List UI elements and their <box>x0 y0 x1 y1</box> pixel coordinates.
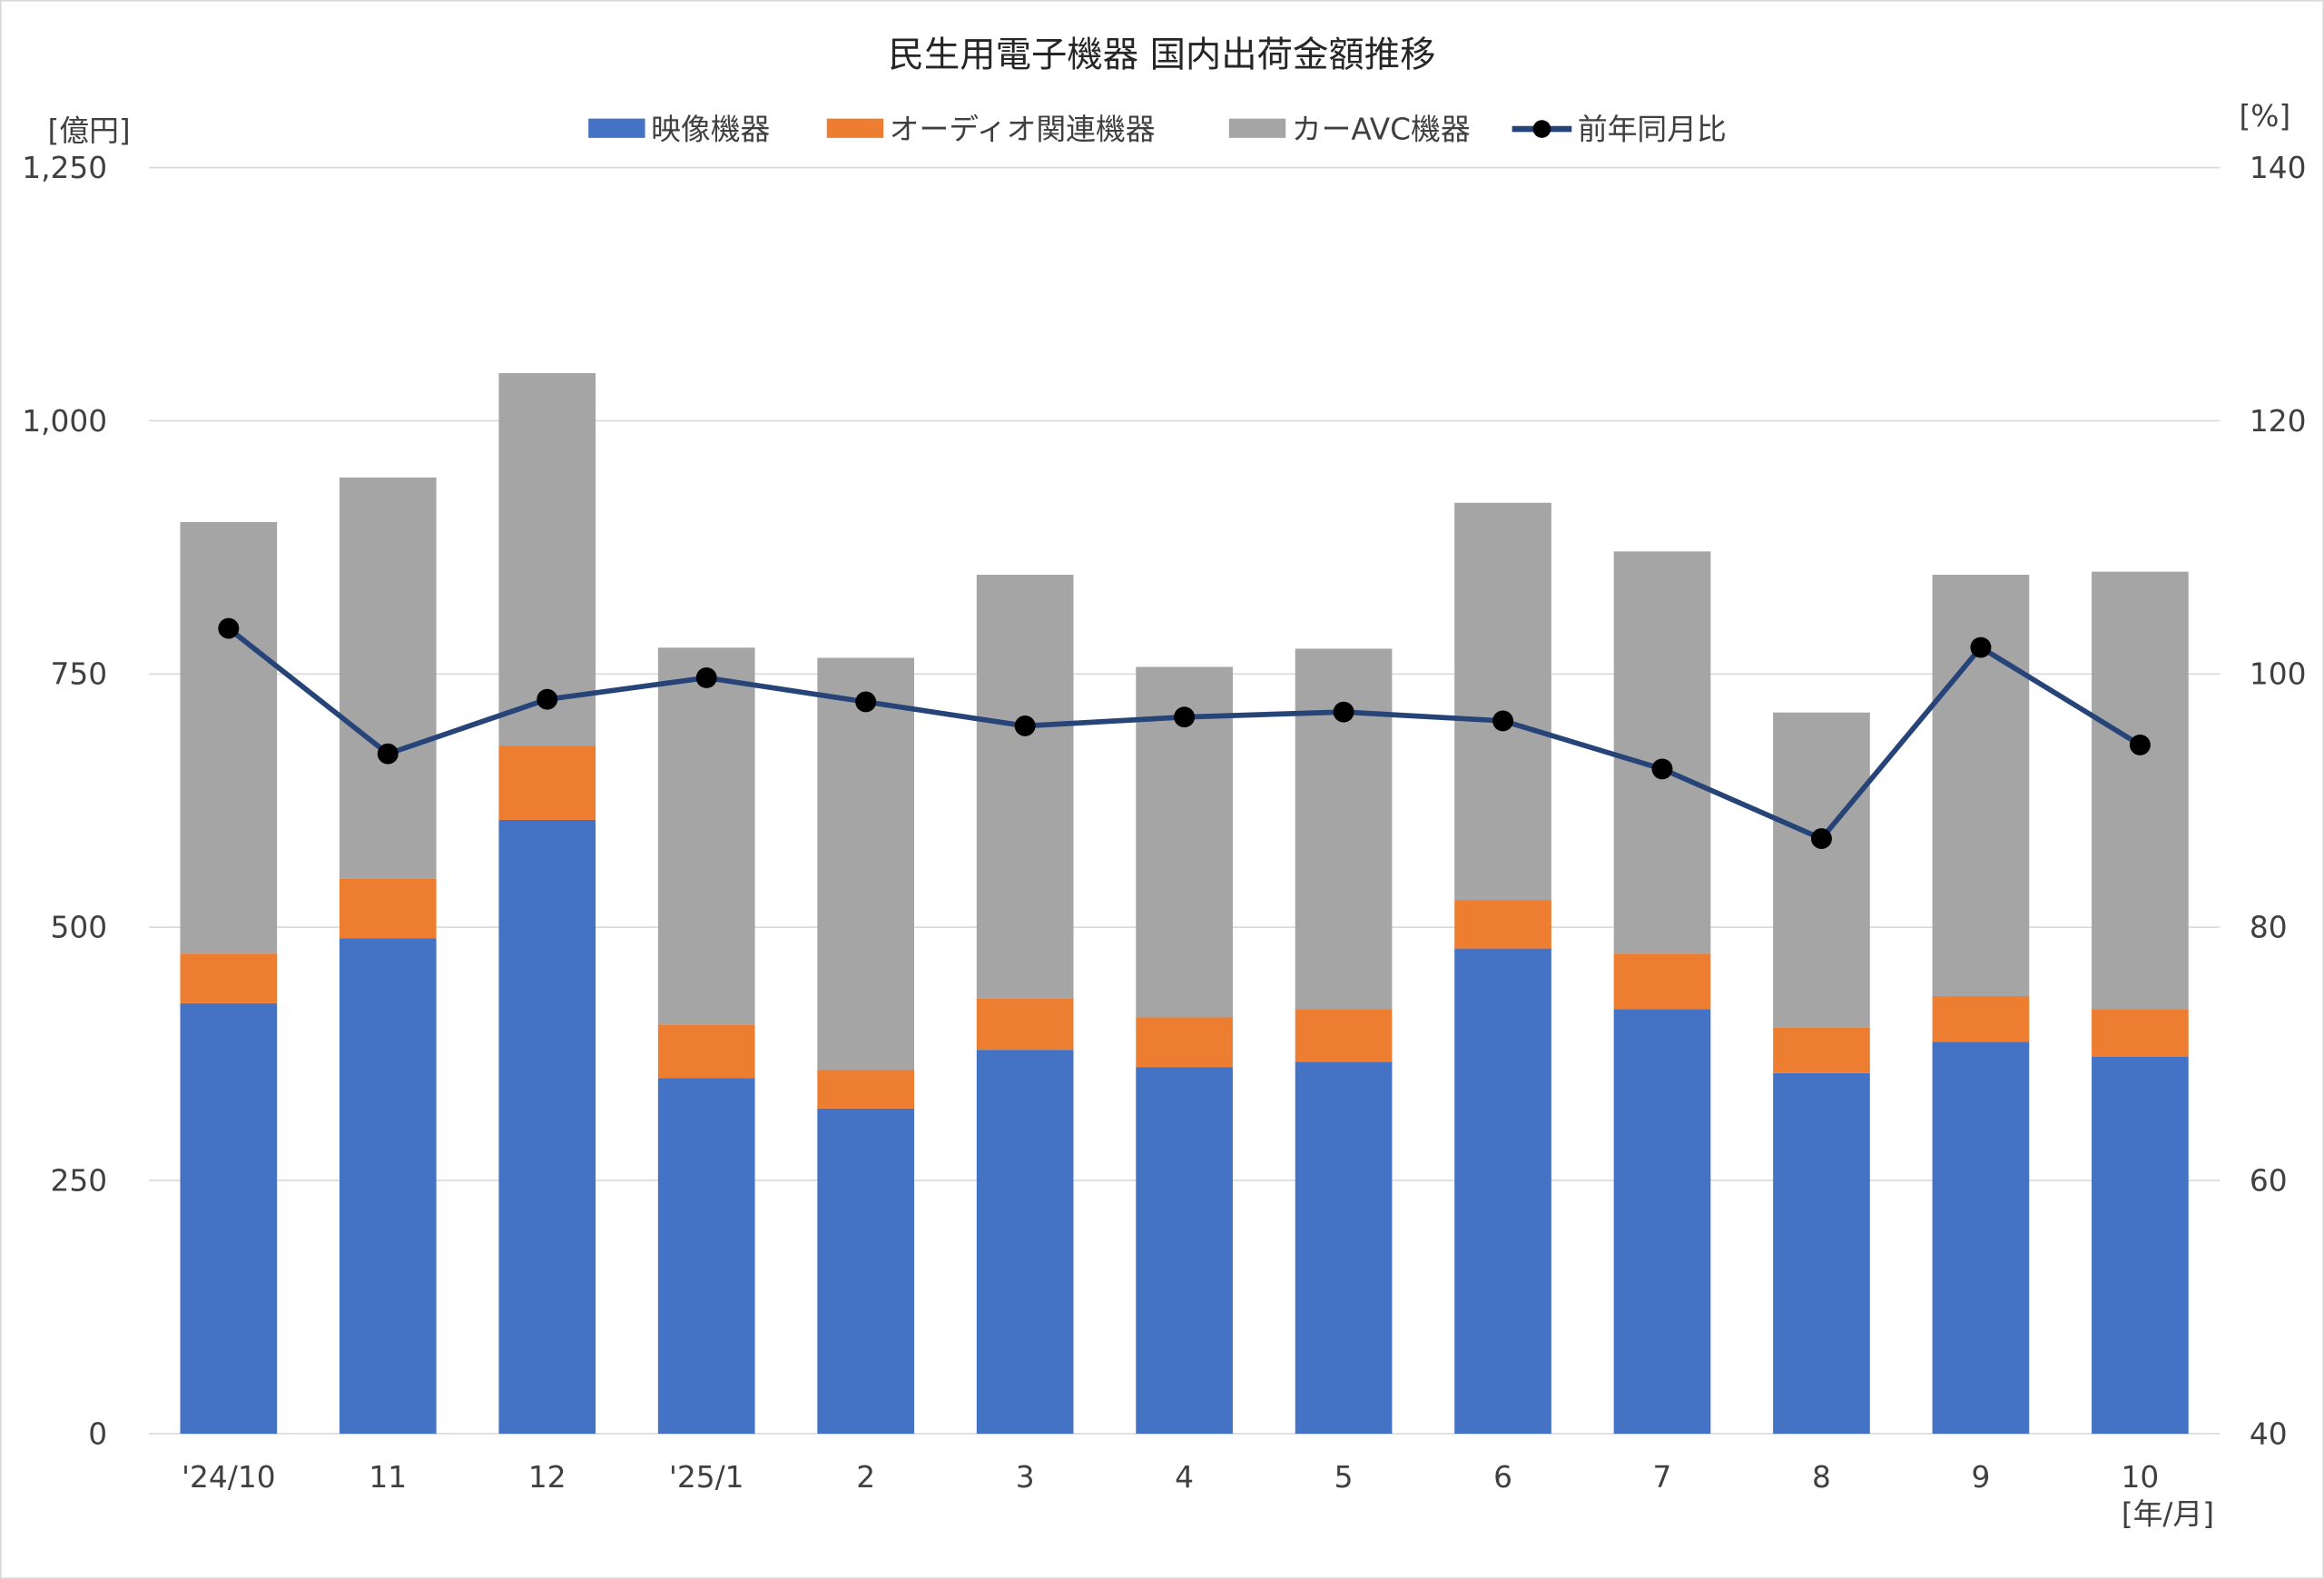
y2-axis-unit: [%] <box>2239 99 2290 133</box>
bar-car-avc <box>1773 712 1870 1028</box>
legend-label: 映像機器 <box>651 113 770 147</box>
x-tick-label: 4 <box>1175 1460 1194 1495</box>
yoy-point <box>855 691 877 713</box>
y2-tick-label: 40 <box>2250 1416 2288 1451</box>
x-tick-label: 5 <box>1334 1460 1354 1495</box>
y-tick-label: 0 <box>88 1416 107 1451</box>
bar-video <box>1295 1061 1393 1434</box>
legend-label: 前年同月比 <box>1578 113 1727 147</box>
y-tick-label: 1,250 <box>22 151 107 185</box>
y-tick-label: 500 <box>51 911 108 945</box>
y-axis-unit: [億円] <box>48 113 131 148</box>
bar-video <box>1136 1067 1233 1434</box>
legend-swatch <box>588 118 645 138</box>
yoy-point <box>1492 710 1514 732</box>
bar-car-avc <box>817 657 915 1071</box>
bar-car-avc <box>1613 551 1711 954</box>
bar-audio <box>657 1024 755 1079</box>
x-tick-label: 10 <box>2122 1460 2160 1495</box>
yoy-point <box>218 617 240 639</box>
bar-car-avc <box>180 521 278 954</box>
bar-car-avc <box>2092 571 2189 1010</box>
legend-label: オーディオ関連機器 <box>890 113 1156 147</box>
yoy-point <box>1651 758 1673 780</box>
y2-tick-label: 100 <box>2250 657 2307 692</box>
y2-tick-label: 120 <box>2250 404 2307 439</box>
legend-swatch <box>826 118 884 138</box>
bar-audio <box>976 998 1074 1051</box>
bar-video <box>976 1050 1074 1434</box>
legend-label: カーAVC機器 <box>1292 113 1471 147</box>
y-tick-label: 250 <box>51 1164 108 1199</box>
y2-tick-label: 60 <box>2250 1164 2288 1199</box>
yoy-point <box>1970 637 1992 658</box>
legend-swatch <box>1228 118 1286 138</box>
bar-car-avc <box>339 477 437 879</box>
x-tick-label: 7 <box>1653 1460 1672 1495</box>
x-tick-label: 2 <box>856 1460 875 1495</box>
bar-audio <box>498 745 596 820</box>
bar-video <box>817 1108 915 1434</box>
yoy-point <box>377 743 399 765</box>
bar-video <box>1932 1041 2030 1434</box>
y2-tick-label: 80 <box>2250 911 2288 945</box>
x-tick-label: '25/1 <box>669 1460 744 1495</box>
bar-video <box>180 1002 278 1434</box>
x-tick-label: '24/10 <box>182 1460 276 1495</box>
bar-audio <box>2092 1009 2189 1057</box>
bar-video <box>2092 1056 2189 1434</box>
yoy-point <box>695 667 717 688</box>
bar-video <box>339 938 437 1434</box>
bar-audio <box>817 1070 915 1109</box>
x-tick-label: 3 <box>1016 1460 1035 1495</box>
x-tick-label: 8 <box>1812 1460 1831 1495</box>
bar-audio <box>1454 900 1551 949</box>
bar-video <box>657 1078 755 1434</box>
yoy-point <box>1810 828 1832 850</box>
bar-car-avc <box>1454 502 1551 901</box>
yoy-point <box>1174 706 1196 728</box>
bar-audio <box>1295 1009 1393 1062</box>
x-axis-unit: [年/月] <box>2122 1497 2214 1532</box>
yoy-point <box>537 688 558 710</box>
yoy-point <box>1333 701 1354 723</box>
bar-video <box>1773 1072 1870 1434</box>
bar-video <box>1613 1009 1711 1434</box>
bar-audio <box>1613 953 1711 1010</box>
bar-car-avc <box>657 647 755 1025</box>
legend-marker <box>1532 120 1551 138</box>
bar-audio <box>1136 1017 1233 1068</box>
bar-audio <box>180 953 278 1003</box>
chart-title: 民生用電子機器 国内出荷金額推移 <box>889 35 1436 76</box>
bar-video <box>498 819 596 1434</box>
yoy-point <box>1014 715 1036 736</box>
yoy-point <box>2129 734 2151 755</box>
y-tick-label: 1,000 <box>22 404 107 439</box>
bar-audio <box>1932 996 2030 1042</box>
y2-tick-label: 140 <box>2250 151 2307 185</box>
x-tick-label: 11 <box>369 1460 407 1495</box>
bar-video <box>1454 948 1551 1434</box>
y-tick-label: 750 <box>51 657 108 692</box>
bar-audio <box>339 878 437 939</box>
bar-car-avc <box>976 574 1074 999</box>
x-tick-label: 6 <box>1493 1460 1512 1495</box>
x-tick-label: 9 <box>1971 1460 1990 1495</box>
bar-audio <box>1773 1027 1870 1073</box>
bar-car-avc <box>498 372 596 746</box>
x-tick-label: 12 <box>528 1460 566 1495</box>
